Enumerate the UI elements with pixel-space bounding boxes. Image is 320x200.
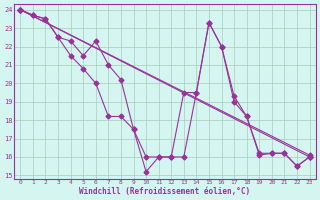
X-axis label: Windchill (Refroidissement éolien,°C): Windchill (Refroidissement éolien,°C): [79, 187, 251, 196]
